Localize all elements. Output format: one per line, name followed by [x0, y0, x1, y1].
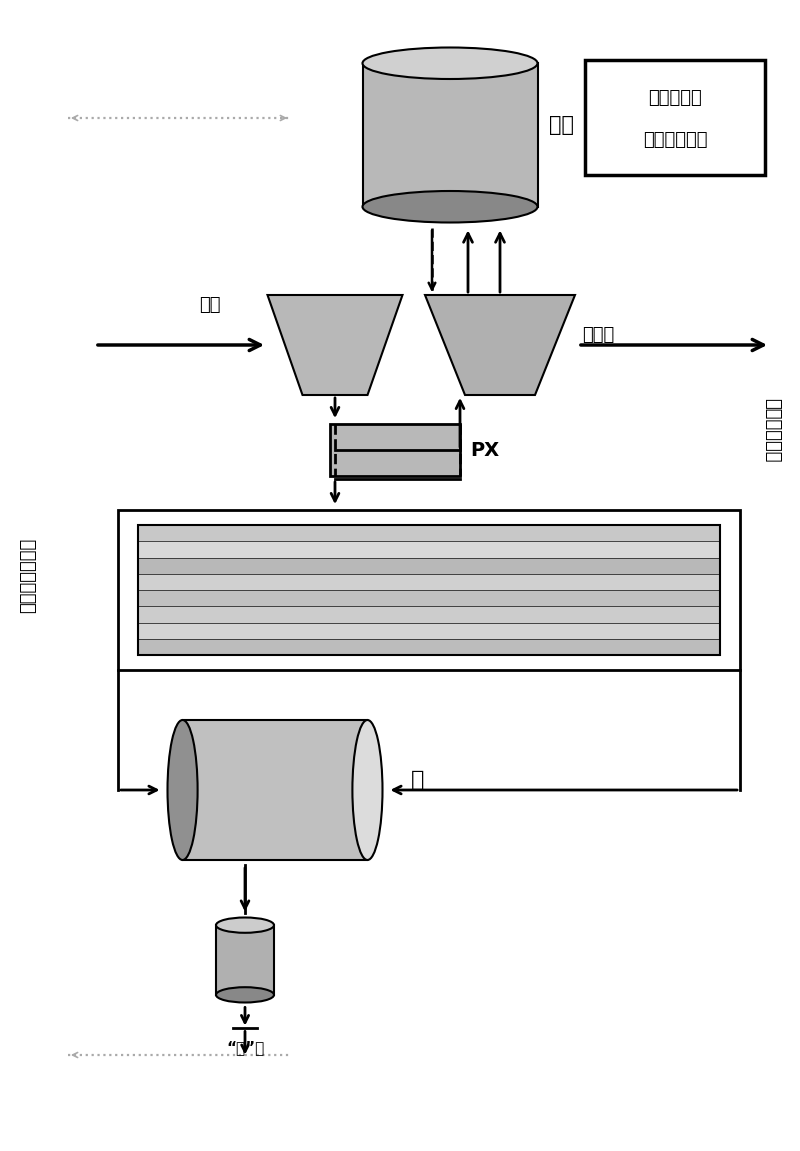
- Polygon shape: [267, 295, 402, 395]
- Bar: [138, 590, 720, 607]
- Bar: [138, 607, 720, 623]
- Text: 淡: 淡: [410, 770, 424, 790]
- Bar: [216, 925, 274, 994]
- Ellipse shape: [362, 47, 538, 79]
- Bar: [585, 60, 765, 175]
- Polygon shape: [425, 295, 575, 395]
- Ellipse shape: [352, 721, 382, 860]
- Bar: [138, 639, 720, 655]
- Bar: [362, 63, 538, 207]
- Text: PX: PX: [470, 441, 499, 459]
- Text: 存储的电力: 存储的电力: [648, 89, 702, 107]
- Bar: [138, 557, 720, 573]
- Text: 向电网的电力: 向电网的电力: [763, 398, 781, 463]
- Text: 来自电网的电力: 来自电网的电力: [19, 538, 37, 612]
- Text: 盐水: 盐水: [550, 115, 574, 135]
- Text: 淡水: 淡水: [199, 296, 221, 314]
- Bar: [138, 525, 720, 541]
- Ellipse shape: [216, 917, 274, 932]
- Bar: [118, 510, 740, 670]
- Bar: [182, 721, 367, 860]
- Bar: [138, 573, 720, 590]
- Ellipse shape: [216, 988, 274, 1003]
- Bar: [138, 623, 720, 639]
- Text: “泵”泵: “泵”泵: [226, 1041, 264, 1055]
- Bar: [138, 525, 720, 655]
- Bar: [330, 424, 460, 477]
- Text: 浡轮机: 浡轮机: [582, 326, 614, 344]
- Ellipse shape: [362, 191, 538, 222]
- Bar: [138, 541, 720, 557]
- Ellipse shape: [167, 721, 198, 860]
- Text: 向电网的电力: 向电网的电力: [642, 131, 707, 148]
